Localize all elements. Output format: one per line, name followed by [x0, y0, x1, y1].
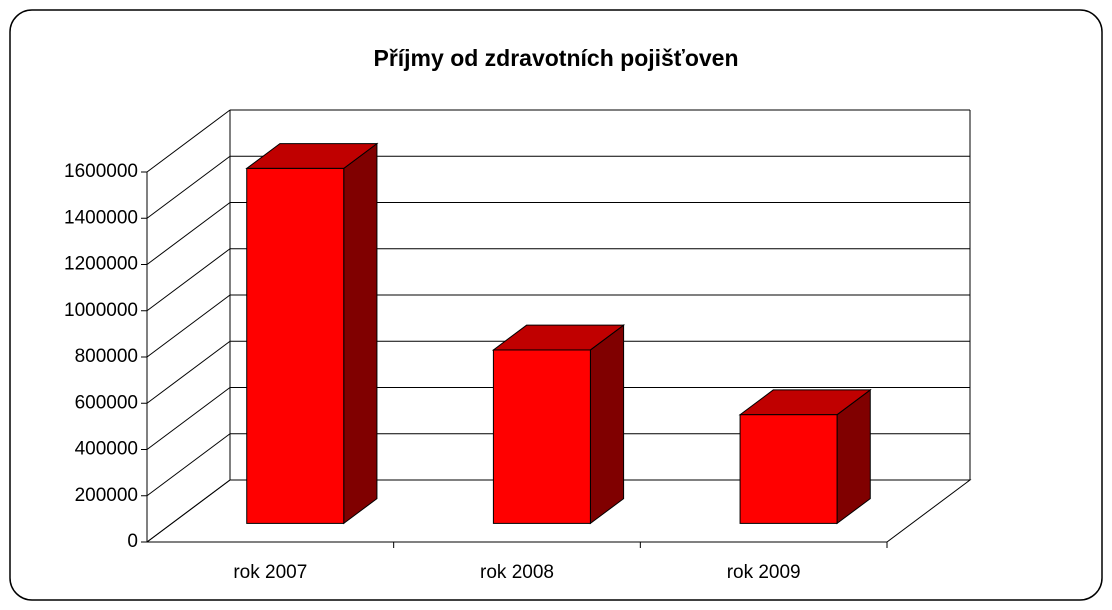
y-tick-label: 1000000 — [64, 300, 138, 321]
x-tick-label: rok 2009 — [727, 562, 801, 583]
bar — [492, 349, 591, 524]
bar — [739, 414, 838, 524]
x-tick-label: rok 2007 — [233, 562, 307, 583]
side-grid-line — [146, 433, 231, 497]
y-tick-label: 200000 — [75, 485, 138, 506]
y-tick-label: 1600000 — [64, 161, 138, 182]
side-grid-line — [146, 294, 231, 358]
side-grid-line — [146, 479, 231, 543]
side-grid-line — [146, 155, 231, 219]
x-tick-label: rok 2008 — [480, 562, 554, 583]
y-tick-label: 600000 — [75, 392, 138, 413]
bar-side — [589, 324, 625, 525]
bar — [246, 167, 345, 524]
side-grid-line — [146, 387, 231, 450]
y-tick-label: 1200000 — [64, 254, 138, 275]
y-tick-label: 0 — [127, 531, 138, 552]
bar-side — [343, 142, 378, 525]
side-grid-line — [146, 202, 231, 265]
side-grid-line — [146, 109, 231, 173]
side-grid-line — [146, 248, 231, 312]
y-tick-label: 1400000 — [64, 207, 138, 228]
chart-title: Příjmy od zdravotních pojišťoven — [373, 45, 738, 71]
y-tick-label: 400000 — [75, 439, 138, 460]
y-tick-label: 800000 — [75, 346, 138, 367]
side-grid-line — [146, 340, 231, 404]
